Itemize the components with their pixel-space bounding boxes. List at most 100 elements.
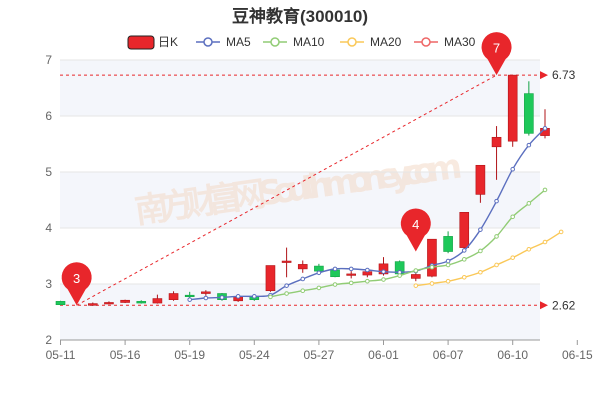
ma20-point <box>478 269 483 275</box>
chart-title: 豆神教育(300010) <box>231 7 369 26</box>
mark-line-arrow <box>540 301 548 310</box>
x-tick-label: 05-19 <box>174 348 205 362</box>
ma20-point <box>542 239 548 245</box>
legend-point-icon <box>270 37 280 47</box>
candle-body <box>459 212 470 248</box>
candle-up[interactable] <box>475 164 486 203</box>
ma5-point <box>461 248 467 253</box>
candle-up[interactable] <box>265 265 276 292</box>
candle-down[interactable] <box>524 81 534 136</box>
legend-item[interactable]: MA10 <box>263 35 325 49</box>
ma5-point <box>187 297 192 302</box>
mark-pin-shape <box>61 262 92 306</box>
candle-body <box>314 265 324 272</box>
legend-item[interactable]: 日K <box>127 35 178 50</box>
mark-line-label: 2.62 <box>552 298 576 312</box>
ma10-point <box>526 201 532 206</box>
ma5-point <box>203 295 209 301</box>
ma10-point <box>332 282 338 287</box>
candle-body <box>507 74 518 142</box>
candle-up[interactable] <box>201 290 211 296</box>
candle-up[interactable] <box>491 126 502 180</box>
ma20-point <box>429 281 435 286</box>
ma10-point <box>461 257 467 262</box>
candle-up[interactable] <box>168 291 179 301</box>
y-tick-label: 4 <box>45 221 52 235</box>
candle-body <box>136 301 147 304</box>
ma5-point <box>235 294 241 299</box>
mark-pin-label: 3 <box>73 271 80 286</box>
ma5-point <box>478 227 483 232</box>
ma10-point <box>316 285 322 291</box>
candle-up[interactable] <box>88 302 98 306</box>
ma5-point <box>219 295 225 300</box>
legend-item[interactable]: MA20 <box>340 35 402 49</box>
candle-body <box>55 301 66 306</box>
candle-up[interactable] <box>297 260 308 273</box>
candle-body <box>168 293 179 300</box>
legend-point-icon <box>421 37 431 47</box>
x-axis: 05-11 05-16 05-19 05-24 05-27 06-01 06-07 06-10… <box>46 339 593 362</box>
ma5-point <box>381 269 386 274</box>
mark-pin-label: 4 <box>412 217 419 232</box>
ma5-point <box>445 258 451 264</box>
plot-band <box>60 60 540 116</box>
candle-down[interactable] <box>136 300 147 304</box>
candle-down[interactable] <box>443 231 453 254</box>
y-tick-label: 3 <box>45 277 52 291</box>
candle-body <box>410 274 421 279</box>
legend: 日K MA5 MA10 MA20 MA30 <box>127 35 476 50</box>
candle-up[interactable] <box>507 74 518 147</box>
candle-up[interactable] <box>281 247 292 278</box>
y-tick-label: 6 <box>45 109 52 123</box>
ma10-point <box>381 277 386 282</box>
x-tick-label: 05-11 <box>46 348 76 362</box>
mark-line-arrow <box>540 71 548 80</box>
y-tick-label: 2 <box>45 333 52 347</box>
mark-point-pin[interactable]: 3 <box>61 262 92 306</box>
legend-point-icon <box>347 37 357 47</box>
legend-item[interactable]: MA30 <box>414 35 476 49</box>
y-tick-label: 5 <box>45 165 52 179</box>
candle-body <box>184 294 195 298</box>
candle-body <box>265 265 276 292</box>
y-axis: 2 3 4 5 6 7 <box>45 53 52 347</box>
x-tick-label: 06-07 <box>433 348 464 362</box>
candle-body <box>201 291 211 294</box>
ma5-point <box>316 270 322 276</box>
candle-body <box>104 302 114 305</box>
mark-lines: 6.73 2.62 <box>60 68 576 312</box>
legend-label: MA20 <box>370 35 402 49</box>
mark-point-pin[interactable]: 7 <box>481 32 512 76</box>
x-tick-label: 05-24 <box>239 348 270 362</box>
ma20-point <box>445 278 451 284</box>
candle-up[interactable] <box>152 294 163 304</box>
candle-up[interactable] <box>120 299 130 304</box>
candle-up[interactable] <box>346 271 357 279</box>
x-tick-label: 05-27 <box>304 348 335 362</box>
ma5-point <box>526 142 532 148</box>
candle-up[interactable] <box>104 301 114 305</box>
candle-body <box>443 236 453 252</box>
ma10-point <box>300 288 306 294</box>
candle-up[interactable] <box>459 212 470 250</box>
candle-body <box>152 298 163 304</box>
ma10-point <box>365 278 370 284</box>
candle-up[interactable] <box>540 109 550 139</box>
candle-up[interactable] <box>427 238 437 278</box>
plot-band <box>60 284 540 340</box>
candle-up[interactable] <box>410 273 421 282</box>
ma5-point <box>300 276 306 282</box>
y-tick-label: 7 <box>45 53 52 67</box>
ma10-point <box>348 280 354 286</box>
candle-down[interactable] <box>55 300 66 306</box>
ma5-point <box>365 267 370 273</box>
candle-body <box>346 273 357 276</box>
mark-point-pin[interactable]: 4 <box>400 208 431 252</box>
ma5-point <box>348 266 354 272</box>
legend-label: 日K <box>158 35 178 49</box>
candle-body <box>475 164 486 195</box>
legend-item[interactable]: MA5 <box>196 35 251 49</box>
x-tick-label: 06-10 <box>497 348 528 362</box>
